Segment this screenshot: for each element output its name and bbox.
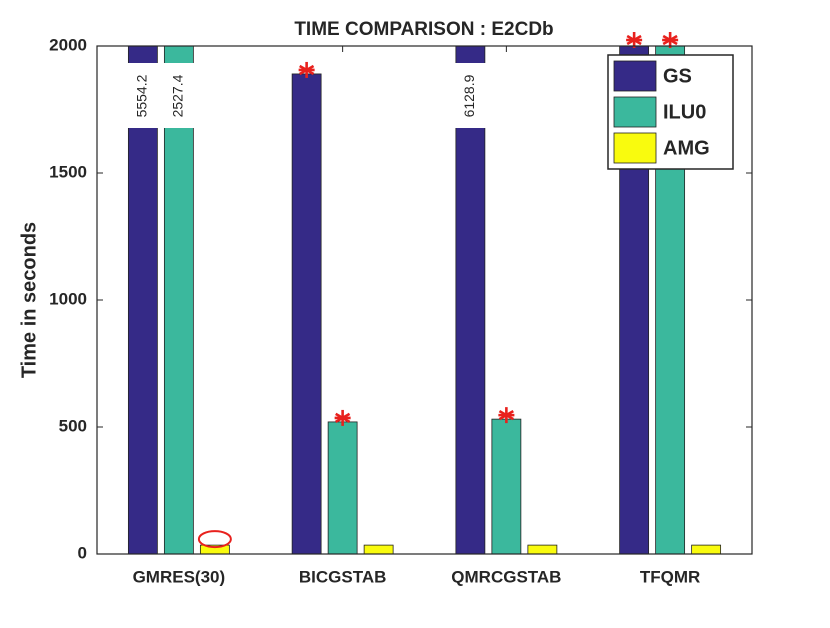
bar-break [454,63,486,128]
star-marker [298,61,315,78]
legend-swatch [613,132,657,164]
legend-swatch [613,96,657,128]
x-tick-label: TFQMR [640,567,700,586]
y-tick-label: 0 [78,543,87,562]
bar [491,418,522,555]
star-marker [626,32,643,48]
x-tick-label: GMRES(30) [133,567,226,586]
bar [527,544,558,555]
y-tick-label: 1500 [49,162,87,181]
bar-value-label: 5554.2 [134,74,150,117]
legend-label: AMG [663,137,710,159]
legend-label: ILU0 [663,101,706,123]
star-marker [498,407,515,424]
y-axis-label: Time in seconds [18,222,40,378]
bar [691,544,722,555]
bar-break [127,63,159,128]
bar-value-label: 2527.4 [170,74,186,117]
y-tick-label: 1000 [49,289,87,308]
bar [291,73,322,555]
plot-frame [96,45,753,555]
x-tick-label: QMRCGSTAB [451,567,561,586]
legend-swatch [613,60,657,92]
bar [127,45,158,555]
star-marker [662,32,679,48]
legend-label: GS [663,65,692,87]
x-tick-label: BICGSTAB [299,567,387,586]
star-marker [334,409,351,426]
bar [327,421,358,555]
y-tick-label: 500 [59,416,87,435]
bar [455,45,486,555]
y-tick-label: 2000 [49,35,87,54]
bar [363,544,394,555]
highlight-circle [197,530,232,549]
bar-break [163,63,195,128]
bar-value-label: 6128.9 [461,74,477,117]
chart-title: TIME COMPARISON : E2CDb [294,19,553,40]
